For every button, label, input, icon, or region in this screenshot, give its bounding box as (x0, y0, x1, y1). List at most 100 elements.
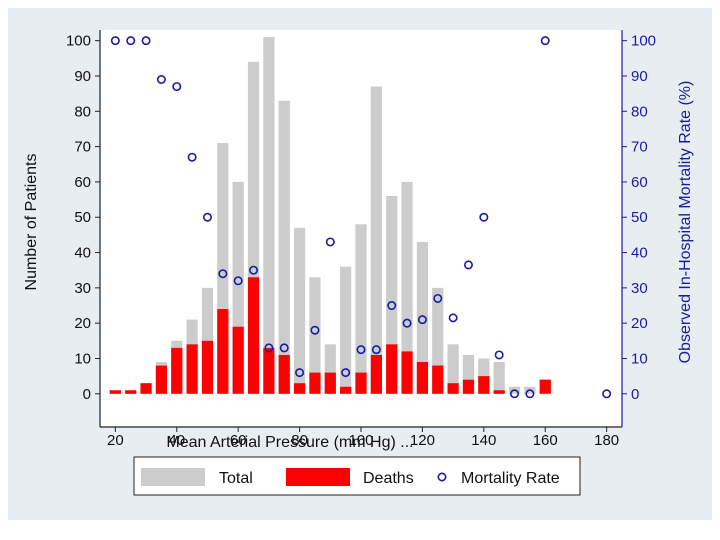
right-tick-label-80: 80 (631, 103, 648, 120)
x-tick-label-100: 100 (348, 432, 373, 449)
legend-swatch-total (141, 468, 205, 486)
legend-label-rate: Mortality Rate (461, 470, 560, 487)
mortality-rate-point-155 (525, 389, 535, 399)
total-bar-65 (247, 61, 260, 394)
deaths-bar-20 (109, 390, 121, 394)
left-tick-label-20: 20 (74, 315, 91, 332)
deaths-bar-75 (278, 354, 290, 394)
deaths-bar-145 (493, 390, 505, 394)
deaths-bar-130 (447, 383, 459, 394)
y-axis-label: Number of Patients (23, 154, 40, 291)
mortality-rate-point-150 (510, 389, 520, 399)
mortality-rate-point-45 (187, 152, 197, 162)
mortality-rate-point-110 (387, 301, 397, 311)
mortality-rate-point-140 (479, 212, 489, 222)
legend-box (133, 456, 581, 496)
deaths-bar-140 (478, 376, 490, 394)
total-bar-120 (416, 241, 429, 394)
total-bar-110 (386, 196, 398, 394)
x-tick-label-80: 80 (291, 432, 308, 449)
x-ticks: 20 40 60 80 100 120 140 160 180 (107, 427, 619, 449)
legend-label-deaths: Deaths (363, 470, 414, 487)
mortality-rate-point-30 (141, 36, 151, 46)
y-right-axis-label: Observed In-Hospital Mortality Rate (%) (677, 81, 694, 364)
chart-panel: 0 10 20 30 40 50 60 70 80 90 100 0 10 20 30 40 50 60 70 80… (8, 8, 712, 520)
total-bar-60 (232, 181, 244, 394)
x-tick-label-60: 60 (230, 432, 247, 449)
mortality-rate-point-115 (402, 318, 412, 328)
deaths-bar-70 (263, 347, 275, 394)
total-bar-75 (278, 100, 290, 394)
mortality-rate-point-55 (218, 269, 228, 279)
deaths-bar-65 (247, 277, 260, 394)
deaths-bar-135 (462, 379, 475, 394)
mortality-rate-point-50 (202, 212, 212, 222)
left-tick-label-30: 30 (74, 280, 91, 297)
left-tick-label-70: 70 (74, 139, 91, 156)
legend-marker-rate (437, 472, 447, 482)
deaths-bar-95 (340, 386, 352, 394)
deaths-bar-35 (155, 365, 168, 394)
total-bar-100 (355, 224, 367, 394)
deaths-bar-40 (171, 347, 183, 394)
left-y-ticks: 0 10 20 30 40 50 60 70 80 90 100 (66, 33, 100, 403)
deaths-bar-120 (416, 362, 429, 394)
mortality-rate-point-35 (156, 75, 166, 85)
mortality-rate-point-70 (264, 343, 274, 353)
mortality-rate-point-180 (602, 389, 612, 399)
right-tick-label-50: 50 (631, 209, 648, 226)
x-tick-label-120: 120 (410, 432, 435, 449)
left-tick-label-50: 50 (74, 209, 91, 226)
mortality-rate-point-120 (417, 315, 427, 325)
chart-svg: 0 10 20 30 40 50 60 70 80 90 100 0 10 20 30 40 50 60 70 80… (23, 30, 694, 496)
right-tick-label-20: 20 (631, 315, 648, 332)
total-bar-130 (447, 344, 459, 394)
total-bar-90 (324, 344, 336, 394)
left-tick-label-60: 60 (74, 174, 91, 191)
mortality-rate-point-40 (172, 82, 182, 92)
deaths-bar-45 (186, 344, 198, 394)
mortality-rate-point-130 (448, 313, 458, 323)
x-tick-label-180: 180 (594, 432, 619, 449)
deaths-bar-55 (217, 309, 229, 394)
right-tick-label-60: 60 (631, 174, 648, 191)
left-tick-label-10: 10 (74, 350, 91, 367)
total-bar-115 (401, 181, 413, 394)
right-tick-label-0: 0 (631, 386, 639, 403)
legend-label-total: Total (219, 470, 253, 487)
mortality-rate-point-75 (279, 343, 289, 353)
left-tick-label-40: 40 (74, 245, 91, 262)
total-bar-70 (263, 37, 275, 394)
left-tick-label-100: 100 (66, 33, 91, 50)
right-tick-label-30: 30 (631, 280, 648, 297)
left-tick-label-90: 90 (74, 68, 91, 85)
deaths-bar-80 (293, 383, 306, 394)
right-y-ticks: 0 10 20 30 40 50 60 70 80 90 100 (622, 33, 656, 403)
x-tick-label-20: 20 (107, 432, 124, 449)
mortality-rate-point-145 (494, 350, 504, 360)
deaths-bar-85 (309, 372, 321, 394)
deaths-bar-125 (432, 365, 444, 394)
mortality-rate-point-60 (233, 276, 243, 286)
mortality-rate-markers (110, 36, 612, 399)
left-tick-label-0: 0 (83, 386, 91, 403)
deaths-bar-110 (386, 344, 398, 394)
x-axis-label: Mean Arterial Pressure (mm Hg) ... (166, 434, 413, 451)
legend: Total Deaths Mortality Rate (133, 456, 581, 496)
deaths-bar-30 (140, 383, 152, 394)
total-bar-55 (217, 143, 229, 394)
deaths-bar-25 (125, 390, 137, 394)
total-bar-145 (493, 362, 505, 394)
mortality-rate-point-20 (110, 36, 120, 46)
right-tick-label-70: 70 (631, 139, 648, 156)
deaths-bar-160 (539, 379, 551, 394)
x-tick-label-140: 140 (471, 432, 496, 449)
deaths-bar-100 (355, 372, 367, 394)
mortality-rate-point-90 (325, 237, 335, 247)
mortality-rate-point-65 (249, 265, 259, 275)
total-bar-135 (462, 354, 475, 394)
right-tick-label-100: 100 (631, 33, 656, 50)
total-bar-50 (201, 287, 214, 394)
mortality-rate-point-100 (356, 345, 366, 355)
total-bar-80 (293, 227, 306, 394)
